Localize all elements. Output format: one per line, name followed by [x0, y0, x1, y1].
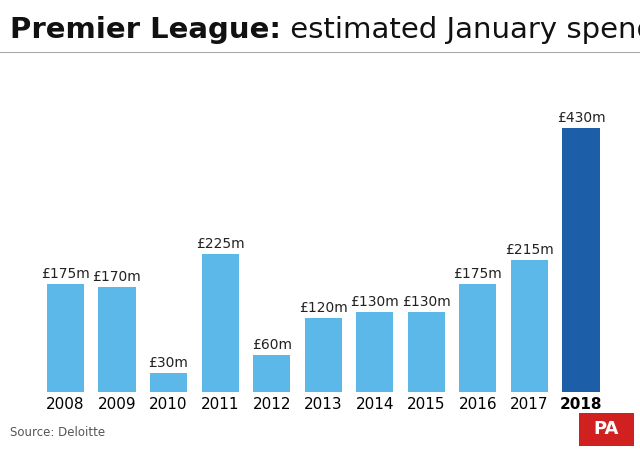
Text: Source: Deloitte: Source: Deloitte [10, 426, 105, 439]
Bar [408, 312, 445, 392]
Text: £130m: £130m [350, 295, 399, 309]
Text: £130m: £130m [402, 295, 451, 309]
Text: £215m: £215m [505, 243, 554, 257]
Bar [460, 284, 497, 392]
Bar [563, 128, 600, 392]
Text: PA: PA [594, 420, 619, 438]
Bar [150, 373, 187, 392]
Bar [511, 260, 548, 392]
Text: £60m: £60m [252, 338, 292, 352]
Bar [99, 288, 136, 392]
Bar [356, 312, 394, 392]
Bar [253, 355, 290, 392]
Bar [47, 284, 84, 392]
Text: £170m: £170m [93, 270, 141, 284]
Text: £30m: £30m [148, 356, 188, 370]
Bar [202, 254, 239, 392]
Text: £175m: £175m [454, 267, 502, 281]
Text: £225m: £225m [196, 237, 244, 251]
Text: estimated January spending: estimated January spending [280, 16, 640, 44]
Text: £430m: £430m [557, 111, 605, 125]
Text: £120m: £120m [299, 301, 348, 315]
Bar [305, 318, 342, 392]
Text: Premier League:: Premier League: [10, 16, 280, 44]
Text: £175m: £175m [41, 267, 90, 281]
